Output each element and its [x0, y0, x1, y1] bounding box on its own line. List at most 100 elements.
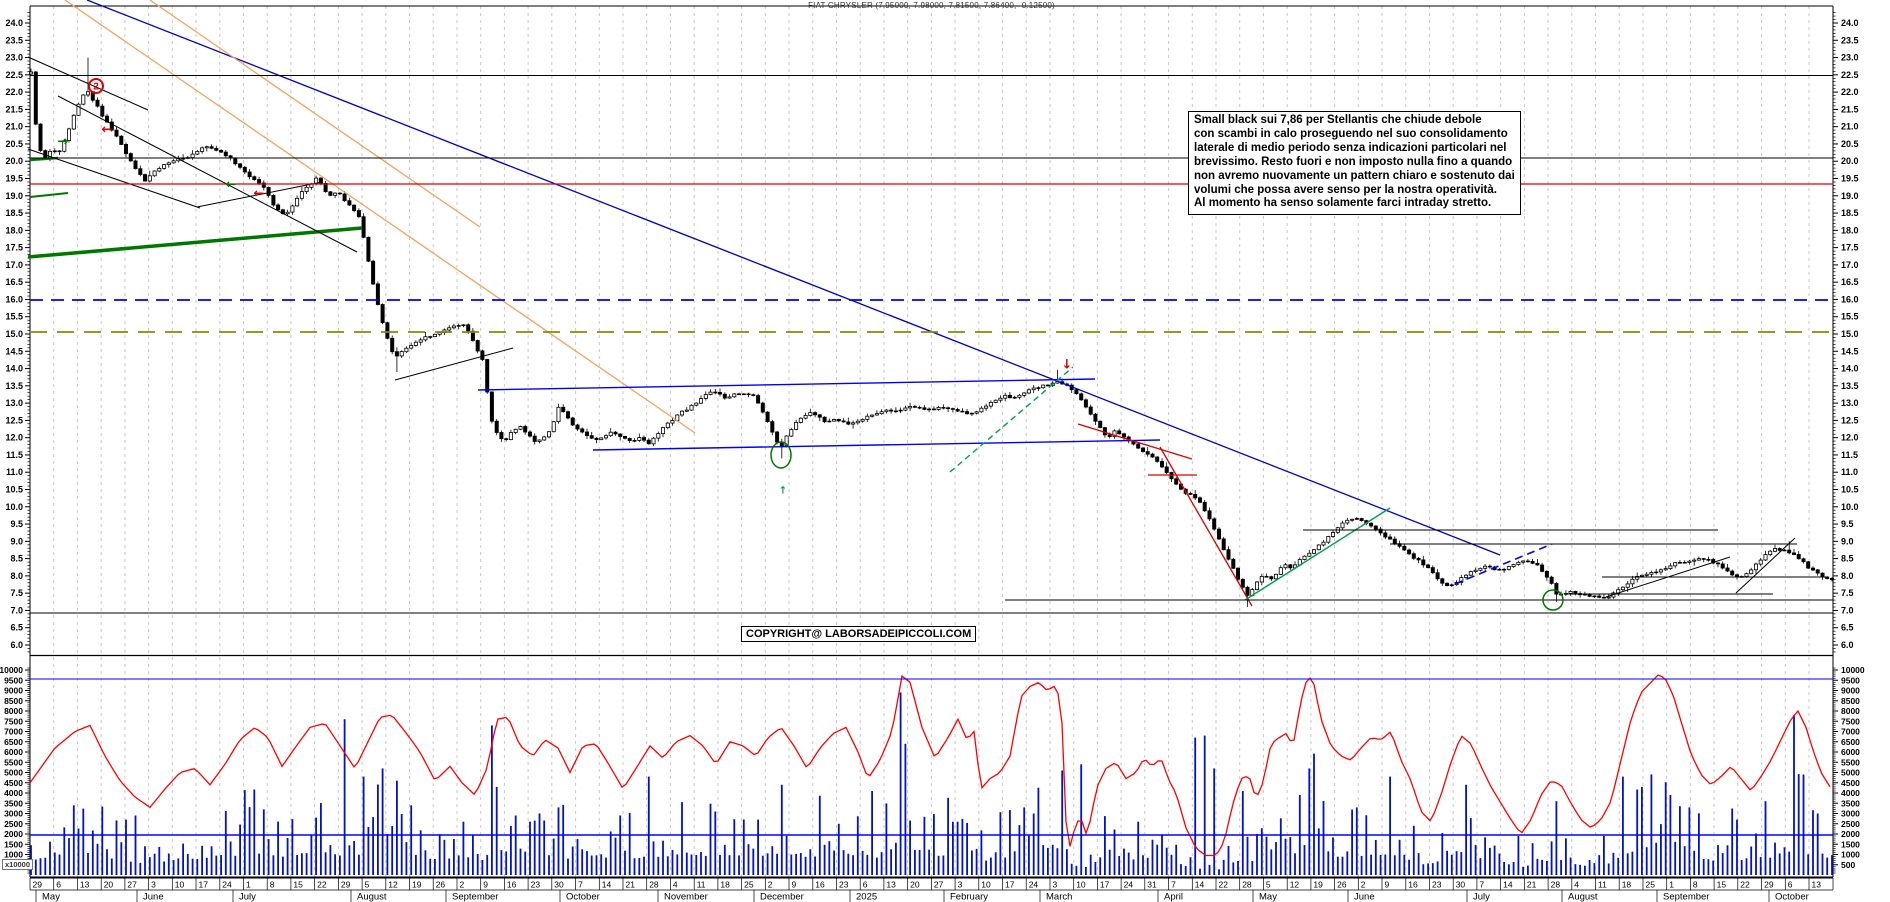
svg-text:12: 12: [1290, 880, 1300, 890]
svg-text:24.0: 24.0: [5, 18, 23, 28]
svg-text:1: 1: [1669, 880, 1674, 890]
svg-text:14: 14: [602, 880, 612, 890]
copyright-label: COPYRIGHT@ LABORSADEIPICCOLI.COM: [741, 626, 977, 642]
svg-text:20: 20: [910, 880, 920, 890]
svg-text:14: 14: [1195, 880, 1205, 890]
svg-text:24: 24: [222, 880, 232, 890]
svg-text:28: 28: [1242, 880, 1252, 890]
svg-text:21: 21: [1527, 880, 1537, 890]
volume-bars: [30, 692, 1833, 876]
svg-text:22: 22: [317, 880, 327, 890]
svg-text:4000: 4000: [1841, 788, 1860, 798]
svg-text:8.5: 8.5: [10, 554, 23, 564]
svg-text:10.5: 10.5: [1841, 484, 1859, 494]
svg-text:21.0: 21.0: [1841, 122, 1859, 132]
svg-text:2025: 2025: [856, 892, 877, 902]
svg-text:17.5: 17.5: [5, 243, 23, 253]
volume-axis: 5005001000100015001500200020002500250030…: [0, 665, 1865, 874]
highlight-circle-icon: [1542, 589, 1564, 611]
svg-text:30: 30: [554, 880, 564, 890]
svg-text:500: 500: [1841, 860, 1855, 870]
svg-text:22: 22: [1740, 880, 1750, 890]
svg-text:16.5: 16.5: [1841, 277, 1859, 287]
svg-text:9.0: 9.0: [10, 536, 23, 546]
svg-text:13.0: 13.0: [1841, 398, 1859, 408]
svg-text:9500: 9500: [4, 675, 23, 685]
svg-text:17.0: 17.0: [1841, 260, 1859, 270]
svg-text:15.5: 15.5: [1841, 312, 1859, 322]
svg-text:14.0: 14.0: [1841, 364, 1859, 374]
svg-text:27: 27: [127, 880, 137, 890]
svg-text:15.5: 15.5: [5, 312, 23, 322]
svg-text:15: 15: [1717, 880, 1727, 890]
svg-text:September: September: [452, 892, 498, 902]
svg-text:3: 3: [1053, 880, 1058, 890]
svg-text:21.5: 21.5: [1841, 104, 1859, 114]
volume-multiplier-label: x10000: [2, 859, 34, 870]
annotation-line: Small black sui 7,86 per Stellantis che …: [1194, 114, 1482, 126]
svg-text:22.0: 22.0: [5, 87, 23, 97]
svg-text:15: 15: [293, 880, 303, 890]
svg-text:7.0: 7.0: [1841, 605, 1854, 615]
svg-text:9: 9: [483, 880, 488, 890]
svg-text:February: February: [950, 892, 988, 902]
svg-text:11.0: 11.0: [1841, 467, 1858, 477]
svg-text:19.0: 19.0: [5, 191, 23, 201]
svg-text:6: 6: [56, 880, 61, 890]
svg-text:17: 17: [199, 880, 209, 890]
svg-text:22: 22: [1219, 880, 1229, 890]
svg-text:15.0: 15.0: [1841, 329, 1859, 339]
svg-text:28: 28: [1551, 880, 1561, 890]
svg-text:17.5: 17.5: [1841, 243, 1859, 253]
svg-text:3: 3: [151, 880, 156, 890]
volume-ma-line: [29, 674, 1831, 857]
svg-text:15.0: 15.0: [5, 329, 23, 339]
svg-text:July: July: [1473, 892, 1490, 902]
annotation-line: brevissimo. Resto fuori e non imposto nu…: [1194, 155, 1513, 168]
svg-text:14.5: 14.5: [1841, 346, 1859, 356]
svg-text:18.5: 18.5: [1841, 208, 1859, 218]
svg-text:1000: 1000: [1841, 850, 1860, 860]
svg-text:6.5: 6.5: [1841, 623, 1854, 633]
left-arrow-icon: ←: [102, 123, 113, 138]
svg-text:June: June: [1354, 892, 1375, 902]
svg-text:1000: 1000: [4, 850, 23, 860]
svg-text:October: October: [566, 892, 600, 902]
down-arrow-icon: ↓: [1062, 358, 1073, 373]
svg-text:22.0: 22.0: [1841, 87, 1859, 97]
annotation-line: Al momento ha senso solamente farci intr…: [1194, 197, 1492, 210]
svg-text:8000: 8000: [1841, 706, 1860, 716]
svg-text:29: 29: [33, 880, 43, 890]
svg-text:8: 8: [270, 880, 275, 890]
annotation-line: laterale di medio periodo senza indicazi…: [1194, 141, 1507, 154]
svg-text:26: 26: [1337, 880, 1347, 890]
svg-text:18: 18: [1622, 880, 1632, 890]
svg-text:17: 17: [1005, 880, 1015, 890]
svg-text:16: 16: [507, 880, 517, 890]
svg-text:13.5: 13.5: [5, 381, 23, 391]
svg-text:9500: 9500: [1841, 675, 1860, 685]
svg-text:May: May: [42, 892, 60, 902]
svg-text:6000: 6000: [4, 747, 23, 757]
svg-text:8000: 8000: [4, 706, 23, 716]
circled-number-icon: [88, 78, 104, 94]
svg-text:20: 20: [104, 880, 114, 890]
svg-text:7.5: 7.5: [1841, 588, 1854, 598]
svg-text:27: 27: [934, 880, 944, 890]
svg-text:14.5: 14.5: [5, 346, 23, 356]
svg-text:7000: 7000: [1841, 727, 1860, 737]
svg-text:28: 28: [649, 880, 659, 890]
svg-text:13.0: 13.0: [5, 398, 23, 408]
page-title: FIAT CHRYSLER (7.95000, 7.98000, 7.81500…: [808, 1, 1055, 10]
svg-text:1: 1: [246, 880, 251, 890]
svg-text:23.0: 23.0: [1841, 53, 1859, 63]
highlight-circle-icon: [770, 441, 792, 469]
svg-text:8500: 8500: [4, 696, 23, 706]
svg-text:29: 29: [341, 880, 351, 890]
svg-text:20.0: 20.0: [1841, 156, 1859, 166]
svg-text:2500: 2500: [4, 819, 23, 829]
svg-text:10.0: 10.0: [5, 502, 23, 512]
candlestick-series: [28, 57, 1835, 607]
svg-text:6: 6: [1788, 880, 1793, 890]
svg-text:1500: 1500: [4, 839, 23, 849]
